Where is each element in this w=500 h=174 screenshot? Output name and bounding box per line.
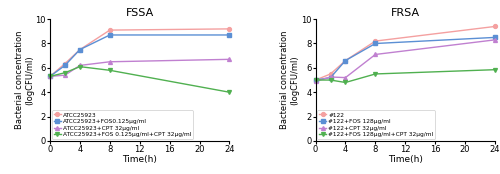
ATCC25923 bbox=[107, 29, 113, 31]
#122 bbox=[312, 79, 318, 81]
#122+CPT 32μg/ml bbox=[492, 39, 498, 41]
Line: #122: #122 bbox=[314, 25, 497, 82]
#122+CPT 32μg/ml bbox=[342, 77, 348, 79]
ATCC25923+FOS 0.125μg/ml+CPT 32μg/ml bbox=[77, 66, 83, 68]
Line: ATCC25923+CPT 32μg/ml: ATCC25923+CPT 32μg/ml bbox=[48, 57, 232, 78]
ATCC25923+CPT 32μg/ml bbox=[47, 75, 53, 77]
#122+CPT 32μg/ml bbox=[312, 80, 318, 82]
X-axis label: Time(h): Time(h) bbox=[388, 156, 422, 164]
#122+FOS 128μg/ml+CPT 32μg/ml bbox=[328, 79, 334, 81]
#122+CPT 32μg/ml bbox=[372, 53, 378, 56]
#122+FOS 128μg/ml bbox=[372, 42, 378, 45]
Line: #122+CPT 32μg/ml: #122+CPT 32μg/ml bbox=[314, 38, 497, 83]
ATCC25923 bbox=[226, 28, 232, 30]
X-axis label: Time(h): Time(h) bbox=[122, 156, 157, 164]
Legend: ATCC25923, ATCC25923+FOS0.125μg/ml, ATCC25923+CPT 32μg/ml, ATCC25923+FOS 0.125μg: ATCC25923, ATCC25923+FOS0.125μg/ml, ATCC… bbox=[52, 110, 193, 139]
Title: FSSA: FSSA bbox=[126, 8, 154, 18]
#122 bbox=[342, 60, 348, 62]
#122+FOS 128μg/ml bbox=[342, 60, 348, 62]
ATCC25923+CPT 32μg/ml bbox=[107, 61, 113, 63]
#122+CPT 32μg/ml bbox=[328, 76, 334, 78]
ATCC25923 bbox=[47, 75, 53, 77]
#122+FOS 128μg/ml+CPT 32μg/ml bbox=[312, 79, 318, 81]
Title: FRSA: FRSA bbox=[390, 8, 420, 18]
ATCC25923+FOS0.125μg/ml bbox=[226, 34, 232, 36]
#122 bbox=[328, 73, 334, 75]
Y-axis label: Bacterial concentration
(logCFU/ml): Bacterial concentration (logCFU/ml) bbox=[14, 31, 34, 129]
Line: ATCC25923+FOS 0.125μg/ml+CPT 32μg/ml: ATCC25923+FOS 0.125μg/ml+CPT 32μg/ml bbox=[48, 65, 232, 94]
ATCC25923 bbox=[62, 62, 68, 65]
ATCC25923+CPT 32μg/ml bbox=[77, 64, 83, 66]
#122 bbox=[492, 25, 498, 27]
Y-axis label: Bacterial concentration
(logCFU/ml): Bacterial concentration (logCFU/ml) bbox=[280, 31, 299, 129]
#122+FOS 128μg/ml+CPT 32μg/ml bbox=[342, 81, 348, 84]
#122+FOS 128μg/ml+CPT 32μg/ml bbox=[492, 69, 498, 71]
#122+FOS 128μg/ml+CPT 32μg/ml bbox=[372, 73, 378, 75]
ATCC25923+FOS0.125μg/ml bbox=[62, 64, 68, 66]
ATCC25923+FOS 0.125μg/ml+CPT 32μg/ml bbox=[62, 72, 68, 74]
Legend: #122, #122+FOS 128μg/ml, #122+CPT 32μg/ml, #122+FOS 128μg/ml+CPT 32μg/ml: #122, #122+FOS 128μg/ml, #122+CPT 32μg/m… bbox=[318, 110, 436, 139]
Line: ATCC25923: ATCC25923 bbox=[48, 27, 232, 78]
ATCC25923 bbox=[77, 49, 83, 51]
ATCC25923+FOS0.125μg/ml bbox=[47, 75, 53, 77]
#122+FOS 128μg/ml bbox=[492, 36, 498, 38]
ATCC25923+FOS 0.125μg/ml+CPT 32μg/ml bbox=[47, 75, 53, 77]
ATCC25923+FOS 0.125μg/ml+CPT 32μg/ml bbox=[107, 69, 113, 71]
Line: ATCC25923+FOS0.125μg/ml: ATCC25923+FOS0.125μg/ml bbox=[48, 33, 232, 78]
ATCC25923+FOS 0.125μg/ml+CPT 32μg/ml bbox=[226, 91, 232, 93]
ATCC25923+CPT 32μg/ml bbox=[226, 58, 232, 60]
#122+FOS 128μg/ml bbox=[328, 77, 334, 79]
ATCC25923+FOS0.125μg/ml bbox=[77, 49, 83, 51]
Line: #122+FOS 128μg/ml: #122+FOS 128μg/ml bbox=[314, 35, 497, 82]
#122+FOS 128μg/ml bbox=[312, 79, 318, 81]
#122 bbox=[372, 40, 378, 42]
Line: #122+FOS 128μg/ml+CPT 32μg/ml: #122+FOS 128μg/ml+CPT 32μg/ml bbox=[314, 68, 497, 84]
ATCC25923+FOS0.125μg/ml bbox=[107, 34, 113, 36]
ATCC25923+CPT 32μg/ml bbox=[62, 74, 68, 76]
